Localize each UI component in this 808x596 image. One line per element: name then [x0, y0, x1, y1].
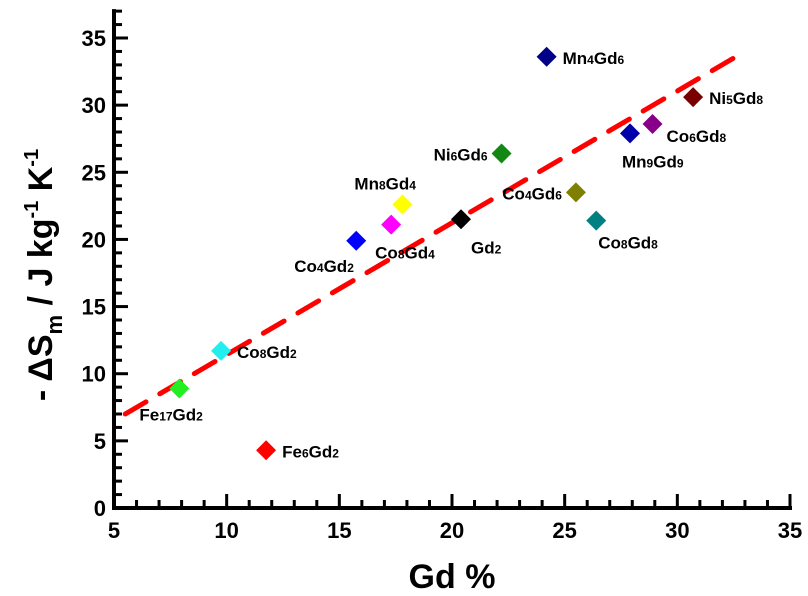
- point-label: Fe17Gd2: [139, 405, 203, 424]
- x-tick-label: 20: [440, 518, 464, 543]
- x-tick-label: 25: [552, 518, 576, 543]
- point-label: Mn9Gd9: [622, 152, 684, 171]
- point-ni6gd6: [491, 143, 512, 164]
- point-label: Co8Gd4: [375, 244, 435, 263]
- point-label: Gd2: [471, 238, 502, 257]
- point-label: Ni6Gd6: [434, 145, 488, 164]
- point-co4gd6: [565, 182, 586, 203]
- point-label: Mn8Gd4: [354, 175, 416, 194]
- point-label: Co4Gd6: [502, 184, 562, 203]
- point-mn4gd6: [536, 46, 557, 67]
- y-axis-title: - ΔSm / J kg-1 K-1: [21, 149, 67, 401]
- point-label: Ni5Gd8: [709, 89, 763, 108]
- point-fe17gd2: [169, 378, 190, 399]
- point-co8gd2: [211, 340, 232, 361]
- x-tick-label: 35: [778, 518, 802, 543]
- y-tick-label: 15: [82, 295, 106, 320]
- point-co8gd4: [381, 214, 402, 235]
- point-label: Co8Gd8: [598, 234, 658, 253]
- points-group: [169, 46, 704, 461]
- y-tick-label: 30: [82, 93, 106, 118]
- point-ni5gd8: [683, 87, 704, 108]
- point-co4gd2: [346, 230, 367, 251]
- x-tick-label: 15: [327, 518, 351, 543]
- point-label: Co4Gd2: [294, 257, 354, 276]
- point-label: Co8Gd2: [237, 343, 297, 362]
- y-tick-label: 35: [82, 26, 106, 51]
- y-tick-label: 10: [82, 362, 106, 387]
- point-gd2: [451, 209, 472, 230]
- point-co6gd8: [642, 113, 663, 134]
- y-tick-label: 0: [94, 496, 106, 521]
- point-fe6gd2: [256, 440, 277, 461]
- y-tick-label: 5: [94, 429, 106, 454]
- y-tick-label: 20: [82, 227, 106, 252]
- point-label: Mn4Gd6: [563, 49, 625, 68]
- point-labels-group: Fe17Gd2 Co8Gd2 Fe6Gd2 Co4Gd2 Co8Gd4 Mn8Gd4 Gd2…: [139, 49, 763, 461]
- point-mn8gd4: [392, 194, 413, 215]
- x-tick-label: 30: [665, 518, 689, 543]
- y-tick-label: 25: [82, 160, 106, 185]
- point-mn9gd9: [620, 123, 641, 144]
- point-label: Fe6Gd2: [282, 442, 339, 461]
- point-co8gd8: [586, 210, 607, 231]
- x-axis-title: Gd %: [409, 558, 496, 596]
- x-tick-label: 10: [214, 518, 238, 543]
- x-tick-label: 5: [108, 518, 120, 543]
- svg-text:- ΔSm / J kg-1 K-1: - ΔSm / J kg-1 K-1: [21, 149, 67, 401]
- point-label: Co6Gd8: [667, 127, 727, 146]
